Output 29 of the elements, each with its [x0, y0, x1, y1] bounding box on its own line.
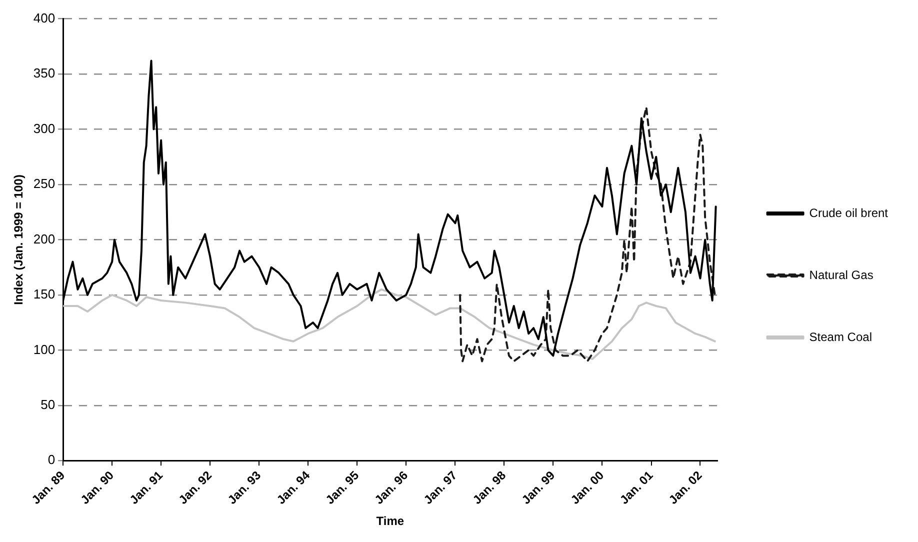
x-tick-label: Jan. 98	[470, 468, 509, 507]
legend-label: Steam Coal	[809, 330, 872, 344]
x-tick-label: Jan. 01	[617, 468, 656, 507]
y-tick-label: 50	[40, 396, 56, 412]
x-tick-label: Jan. 96	[372, 468, 411, 507]
legend-label: Natural Gas	[809, 268, 874, 282]
x-tick-label: Jan. 02	[666, 468, 705, 507]
x-tick-label: Jan. 00	[568, 468, 607, 507]
y-axis-title: Index (Jan. 1999 = 100)	[12, 174, 26, 305]
x-tick-label: Jan. 91	[126, 468, 166, 507]
y-tick-label: 100	[33, 342, 56, 357]
x-tick-label: Jan. 95	[322, 468, 362, 507]
y-tick-label: 400	[33, 10, 56, 26]
x-tick-label: Jan. 93	[224, 468, 264, 507]
y-tick-label: 0	[48, 452, 56, 468]
y-tick-label: 300	[33, 120, 56, 136]
line-series	[459, 106, 716, 362]
x-axis-title: Time	[376, 514, 404, 528]
y-tick-label: 200	[33, 231, 56, 246]
x-tick-label: Jan. 92	[176, 468, 215, 507]
y-tick-label: 250	[33, 176, 56, 192]
x-tick-label: Jan. 89	[28, 468, 68, 507]
x-tick-label: Jan. 94	[274, 468, 313, 507]
y-tick-label: 150	[33, 286, 56, 302]
legend-label: Crude oil brent	[809, 206, 889, 220]
x-tick-label: Jan. 99	[518, 468, 558, 507]
x-tick-label: Jan. 90	[78, 468, 117, 507]
y-tick-label: 350	[33, 66, 56, 81]
x-tick-label: Jan. 97	[420, 468, 460, 507]
